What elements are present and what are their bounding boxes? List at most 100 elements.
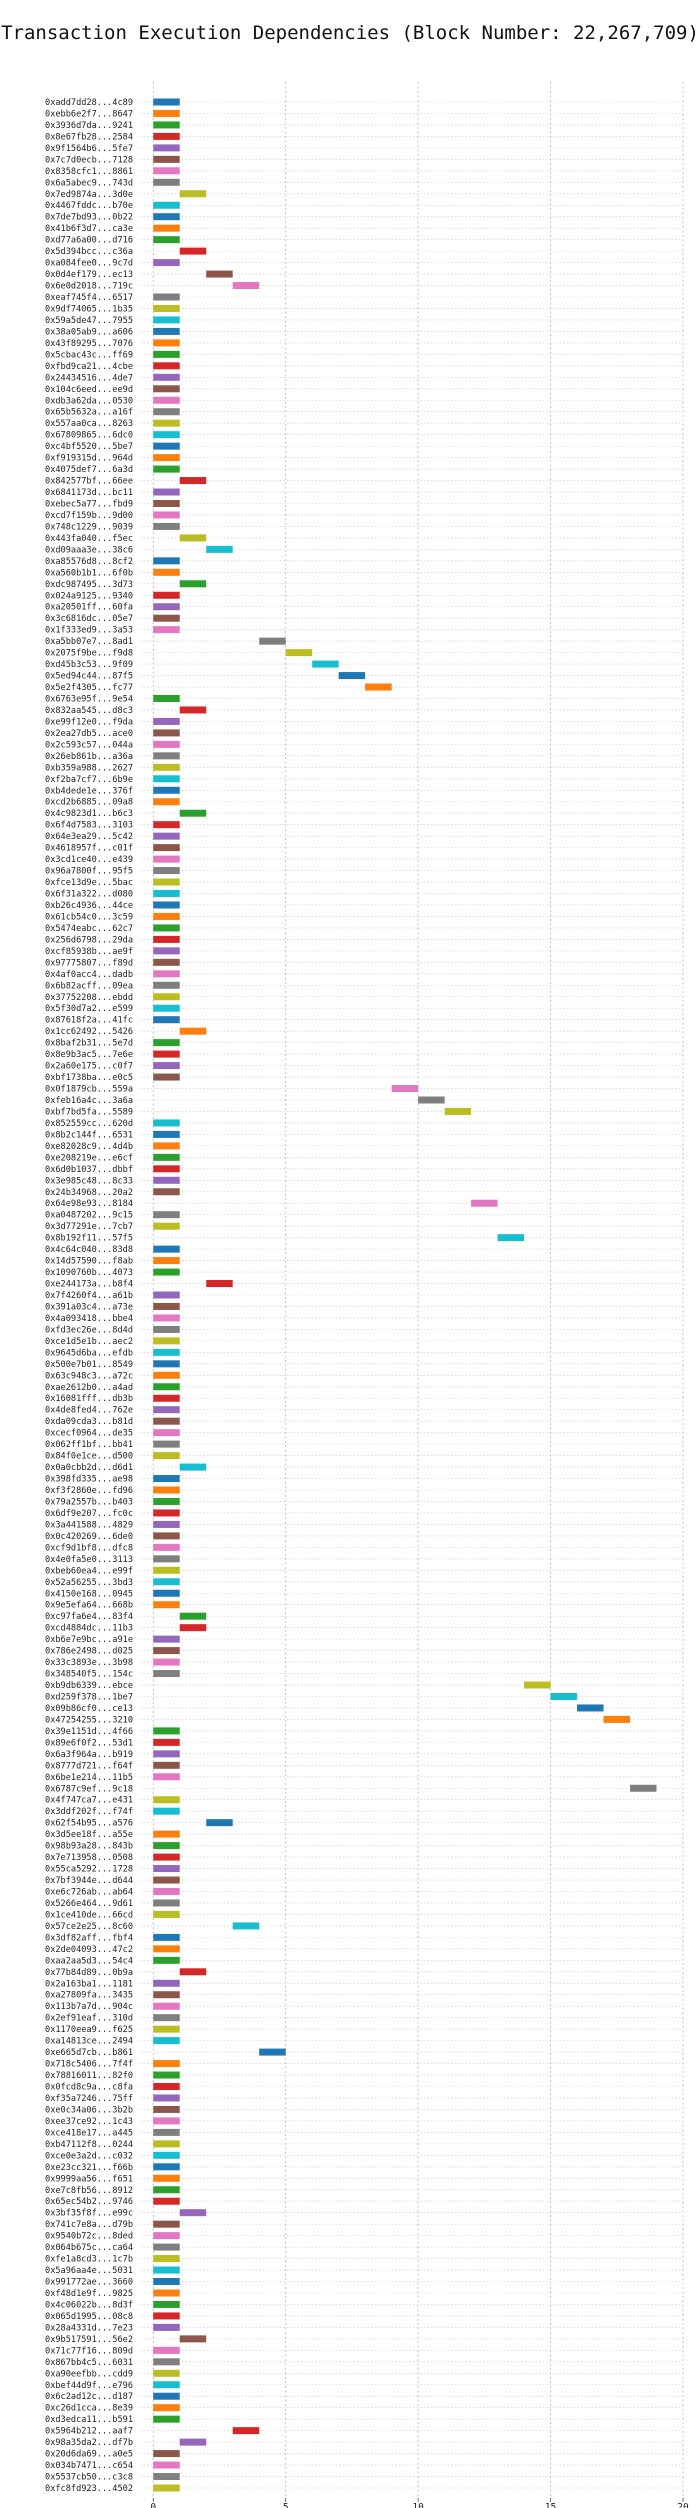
transaction-bar — [153, 1853, 180, 1861]
y-tick-label: 0xbf7bd5fa...5589 — [45, 1107, 133, 1117]
y-tick-label: 0x6e0d2018...719c — [45, 282, 133, 292]
transaction-bar — [153, 1314, 180, 1322]
transaction-bar — [179, 1968, 207, 1976]
y-tick-label: 0x741c7e8a...d79b — [45, 2220, 133, 2230]
transaction-bar — [153, 2323, 180, 2331]
y-tick-label: 0x3d5ee18f...a55e — [45, 1830, 133, 1840]
transaction-bar — [232, 282, 260, 290]
x-tick-label: 20 — [677, 2502, 689, 2508]
y-tick-label: 0x3d77291e...7cb7 — [45, 1222, 133, 1232]
y-tick-label: 0x7de7bd93...0b22 — [45, 213, 133, 223]
transaction-bar — [153, 1452, 180, 1460]
y-tick-label: 0xce418e17...a445 — [45, 2128, 133, 2138]
y-tick-label: 0x024a9125...9340 — [45, 591, 133, 601]
transaction-bar — [153, 1601, 180, 1609]
transaction-bar — [153, 499, 180, 507]
y-tick-label: 0x55ca5292...1728 — [45, 1865, 133, 1875]
y-tick-label: 0xf3f2860e...fd96 — [45, 1486, 133, 1496]
x-tick-label: 5 — [283, 2502, 289, 2508]
y-tick-label: 0x8358cfc1...8861 — [45, 167, 133, 177]
transaction-bar — [153, 1039, 180, 1047]
transaction-bar — [153, 2232, 180, 2240]
transaction-bar — [153, 1004, 180, 1012]
transaction-bar — [153, 1497, 180, 1505]
y-tick-label: 0xf2ba7cf7...6b9e — [45, 775, 133, 785]
transaction-bar — [153, 1830, 180, 1838]
y-tick-label: 0x557aa0ca...8263 — [45, 419, 133, 429]
y-tick-label: 0xee37ce92...1c43 — [45, 2117, 133, 2127]
transaction-bar — [153, 2128, 180, 2136]
y-tick-label: 0x2a60e175...c0f7 — [45, 1062, 133, 1072]
y-tick-label: 0x7ed9874a...3d0e — [45, 190, 133, 200]
transaction-bar — [153, 1050, 180, 1058]
y-tick-label: 0xe665d7cb...b861 — [45, 2048, 133, 2058]
y-tick-label: 0x52a56255...3bd3 — [45, 1578, 133, 1588]
transaction-bar — [153, 832, 180, 840]
transaction-bar — [153, 2117, 180, 2125]
x-tick-labels: 0 5 10 15 20 — [150, 2498, 689, 2508]
y-tick-label: 0x104c6eed...ee9d — [45, 385, 133, 395]
transaction-bar — [153, 2083, 180, 2091]
transaction-bar — [153, 2381, 180, 2389]
y-tick-label: 0x391a03c4...a73e — [45, 1302, 133, 1312]
transaction-bar — [153, 385, 180, 393]
y-tick-label: 0xa0487202...9c15 — [45, 1211, 133, 1221]
transaction-bar — [153, 557, 180, 565]
transaction-bar — [603, 1715, 631, 1723]
transaction-bar — [153, 2140, 180, 2148]
y-tick-label: 0x0d4ef179...ec13 — [45, 270, 133, 280]
y-tick-label: 0x5266e464...9d61 — [45, 1899, 133, 1909]
bar-layer — [153, 98, 657, 2492]
transaction-bar — [153, 1360, 180, 1368]
transaction-bar — [153, 2163, 180, 2171]
transaction-bar — [524, 1681, 551, 1689]
y-tick-label: 0x14d57590...f8ab — [45, 1257, 133, 1267]
transaction-bar — [179, 477, 207, 485]
y-tick-label: 0x33c3893e...3b98 — [45, 1658, 133, 1668]
y-tick-label: 0x6df9e207...fc0c — [45, 1509, 133, 1519]
y-tick-label: 0x4c64c040...83d8 — [45, 1245, 133, 1255]
transaction-bar — [153, 1555, 180, 1563]
y-tick-label: 0xfce13d9e...5bac — [45, 878, 133, 888]
y-tick-label: 0x5474eabc...62c7 — [45, 924, 133, 934]
y-tick-label: 0x852559cc...620d — [45, 1119, 133, 1129]
y-tick-label: 0x2075f9be...f9d8 — [45, 649, 133, 659]
y-tick-label: 0x41b6f3d7...ca3e — [45, 224, 133, 234]
y-tick-label: 0x59a5de47...7955 — [45, 316, 133, 326]
y-tick-label: 0xc26d1cca...8e39 — [45, 2404, 133, 2414]
y-tick-label: 0x79a2557b...b403 — [45, 1497, 133, 1507]
y-tick-label: 0x38a05ab9...a606 — [45, 327, 133, 337]
y-tick-label: 0x6b82acff...09ea — [45, 981, 133, 991]
transaction-bar — [153, 362, 180, 370]
transaction-bar — [497, 1234, 525, 1242]
transaction-bar — [153, 912, 180, 920]
transaction-bar — [153, 2094, 180, 2102]
y-tick-label: 0xae2612b0...a4ad — [45, 1383, 133, 1393]
y-tick-label: 0x97775807...f89d — [45, 958, 133, 968]
y-tick-label: 0xcd7f159b...9d00 — [45, 511, 133, 521]
y-tick-label: 0x6f4d7583...3103 — [45, 821, 133, 831]
transaction-bar — [153, 1417, 180, 1425]
transaction-bar — [153, 2060, 180, 2068]
transaction-bar — [153, 2255, 180, 2263]
transaction-bar — [153, 958, 180, 966]
y-tick-label: 0x7f4260f4...a61b — [45, 1291, 133, 1301]
y-tick-label: 0x2a163ba1...1181 — [45, 1979, 133, 1989]
transaction-bar — [153, 408, 180, 416]
transaction-bar — [153, 844, 180, 852]
transaction-bar — [153, 1670, 180, 1678]
y-tick-label: 0xb9db6339...ebce — [45, 1681, 133, 1691]
transaction-bar — [153, 1165, 180, 1173]
transaction-bar — [153, 1302, 180, 1310]
y-tick-label: 0x9f1564b6...5fe7 — [45, 144, 133, 154]
y-tick-label: 0x1f333ed9...3a53 — [45, 626, 133, 636]
y-tick-label: 0x867bb4c5...6031 — [45, 2358, 133, 2368]
transaction-bar — [153, 1956, 180, 1964]
transaction-bar — [153, 1016, 180, 1024]
transaction-bar — [179, 1624, 207, 1632]
y-tick-label: 0x5964b212...aaf7 — [45, 2427, 133, 2437]
transaction-bar — [153, 1658, 180, 1666]
y-tick-label: 0x63c948c3...a72c — [45, 1371, 133, 1381]
